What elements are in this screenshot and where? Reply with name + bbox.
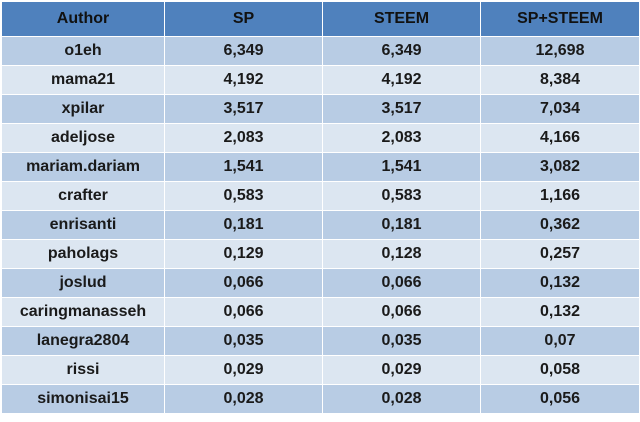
table-row: o1eh 6,349 6,349 12,698	[1, 36, 640, 66]
author-cell: mama21	[1, 65, 165, 95]
steem-cell: 0,128	[322, 239, 481, 269]
author-cell: xpilar	[1, 94, 165, 124]
table-row: adeljose 2,083 2,083 4,166	[1, 123, 640, 153]
steem-cell: 0,066	[322, 297, 481, 327]
total-cell: 0,362	[480, 210, 640, 240]
author-cell: caringmanasseh	[1, 297, 165, 327]
sp-cell: 2,083	[164, 123, 323, 153]
author-cell: lanegra2804	[1, 326, 165, 356]
header-sp: SP	[164, 1, 323, 37]
author-cell: enrisanti	[1, 210, 165, 240]
author-cell: crafter	[1, 181, 165, 211]
total-cell: 3,082	[480, 152, 640, 182]
sp-cell: 4,192	[164, 65, 323, 95]
steem-cell: 3,517	[322, 94, 481, 124]
header-author: Author	[1, 1, 165, 37]
total-cell: 0,058	[480, 355, 640, 385]
table-row: enrisanti 0,181 0,181 0,362	[1, 210, 640, 240]
sp-cell: 1,541	[164, 152, 323, 182]
total-cell: 8,384	[480, 65, 640, 95]
author-cell: joslud	[1, 268, 165, 298]
sp-cell: 0,129	[164, 239, 323, 269]
table-row: paholags 0,129 0,128 0,257	[1, 239, 640, 269]
author-cell: rissi	[1, 355, 165, 385]
total-cell: 0,056	[480, 384, 640, 414]
sp-cell: 6,349	[164, 36, 323, 66]
table-row: lanegra2804 0,035 0,035 0,07	[1, 326, 640, 356]
header-steem: STEEM	[322, 1, 481, 37]
total-cell: 12,698	[480, 36, 640, 66]
table-row: simonisai15 0,028 0,028 0,056	[1, 384, 640, 414]
steem-cell: 0,181	[322, 210, 481, 240]
total-cell: 0,257	[480, 239, 640, 269]
steem-cell: 0,066	[322, 268, 481, 298]
steem-cell: 0,583	[322, 181, 481, 211]
sp-cell: 0,029	[164, 355, 323, 385]
table-row: xpilar 3,517 3,517 7,034	[1, 94, 640, 124]
sp-cell: 0,066	[164, 297, 323, 327]
steem-cell: 4,192	[322, 65, 481, 95]
steem-cell: 1,541	[322, 152, 481, 182]
table-row: joslud 0,066 0,066 0,132	[1, 268, 640, 298]
total-cell: 4,166	[480, 123, 640, 153]
table-row: crafter 0,583 0,583 1,166	[1, 181, 640, 211]
table-row: caringmanasseh 0,066 0,066 0,132	[1, 297, 640, 327]
steem-cell: 0,029	[322, 355, 481, 385]
author-cell: simonisai15	[1, 384, 165, 414]
total-cell: 0,132	[480, 268, 640, 298]
total-cell: 7,034	[480, 94, 640, 124]
header-sp-steem: SP+STEEM	[480, 1, 640, 37]
author-cell: adeljose	[1, 123, 165, 153]
table-row: mama21 4,192 4,192 8,384	[1, 65, 640, 95]
author-cell: mariam.dariam	[1, 152, 165, 182]
total-cell: 1,166	[480, 181, 640, 211]
rewards-table: Author SP STEEM SP+STEEM o1eh 6,349 6,34…	[1, 1, 640, 414]
author-cell: o1eh	[1, 36, 165, 66]
steem-cell: 0,035	[322, 326, 481, 356]
steem-cell: 6,349	[322, 36, 481, 66]
sp-cell: 0,066	[164, 268, 323, 298]
table-row: rissi 0,029 0,029 0,058	[1, 355, 640, 385]
total-cell: 0,07	[480, 326, 640, 356]
sp-cell: 0,035	[164, 326, 323, 356]
table-row: mariam.dariam 1,541 1,541 3,082	[1, 152, 640, 182]
header-row: Author SP STEEM SP+STEEM	[1, 1, 640, 37]
sp-cell: 0,583	[164, 181, 323, 211]
sp-cell: 3,517	[164, 94, 323, 124]
steem-cell: 0,028	[322, 384, 481, 414]
sp-cell: 0,028	[164, 384, 323, 414]
total-cell: 0,132	[480, 297, 640, 327]
sp-cell: 0,181	[164, 210, 323, 240]
steem-cell: 2,083	[322, 123, 481, 153]
author-cell: paholags	[1, 239, 165, 269]
